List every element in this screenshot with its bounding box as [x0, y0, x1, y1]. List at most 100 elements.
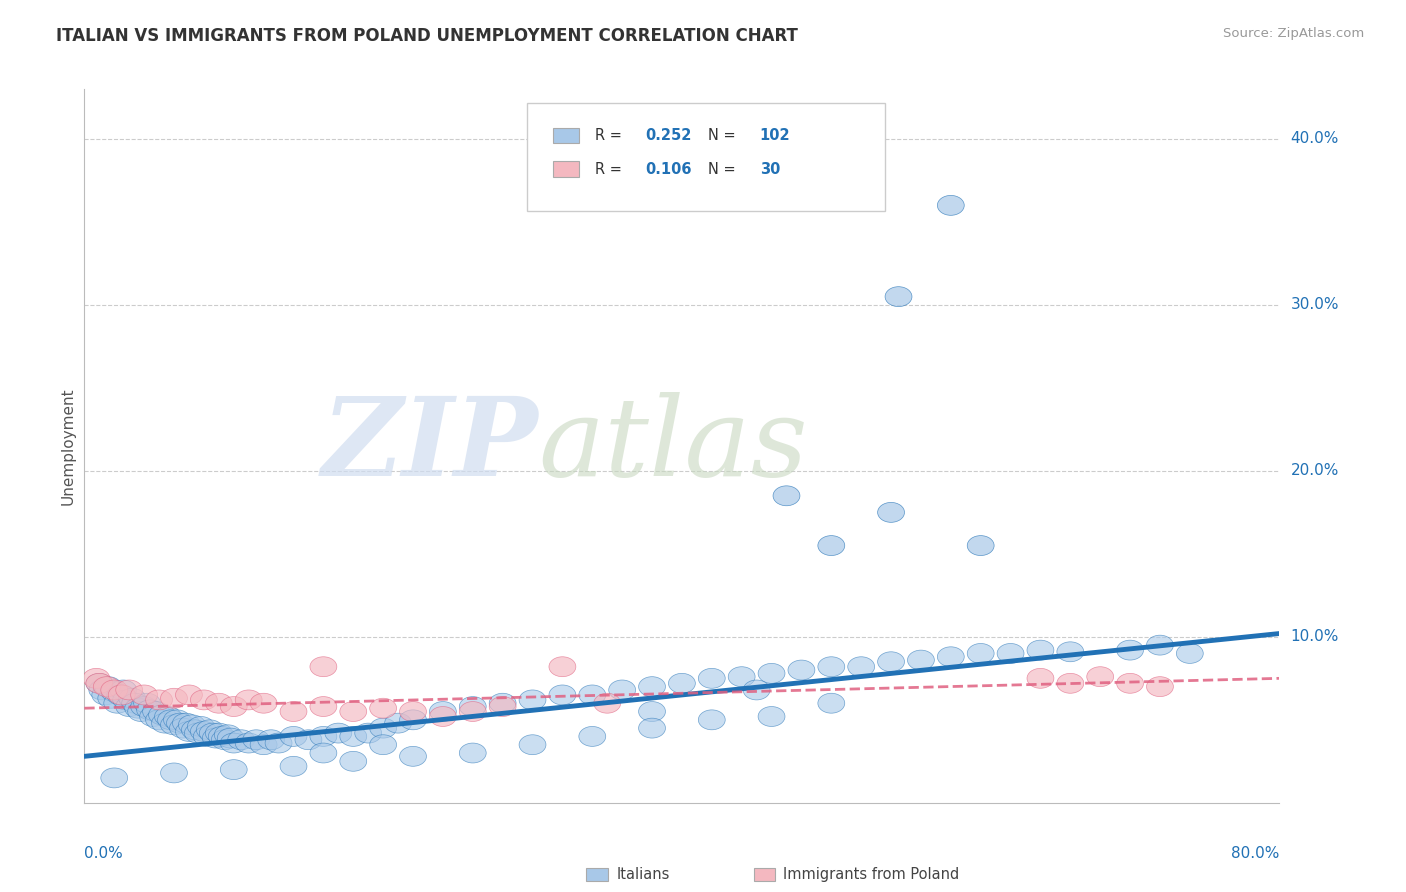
- Ellipse shape: [160, 689, 187, 708]
- Text: 30: 30: [759, 161, 780, 177]
- Ellipse shape: [773, 486, 800, 506]
- Ellipse shape: [205, 693, 232, 714]
- Ellipse shape: [194, 726, 221, 747]
- Ellipse shape: [967, 535, 994, 556]
- Ellipse shape: [399, 702, 426, 722]
- Ellipse shape: [1177, 643, 1204, 664]
- Ellipse shape: [110, 680, 136, 700]
- Ellipse shape: [160, 714, 187, 735]
- Ellipse shape: [787, 660, 815, 680]
- Ellipse shape: [235, 690, 262, 710]
- Ellipse shape: [86, 673, 112, 693]
- Text: N =: N =: [709, 128, 741, 143]
- Ellipse shape: [205, 723, 232, 743]
- Ellipse shape: [668, 673, 696, 693]
- Ellipse shape: [309, 726, 337, 747]
- Ellipse shape: [280, 756, 307, 776]
- Ellipse shape: [200, 723, 226, 743]
- Ellipse shape: [1116, 640, 1143, 660]
- Ellipse shape: [967, 643, 994, 664]
- Ellipse shape: [1057, 673, 1084, 693]
- Ellipse shape: [211, 730, 238, 749]
- Ellipse shape: [907, 650, 935, 670]
- Ellipse shape: [197, 720, 224, 739]
- Ellipse shape: [460, 697, 486, 716]
- FancyBboxPatch shape: [553, 161, 579, 177]
- Ellipse shape: [354, 723, 381, 743]
- Ellipse shape: [187, 716, 214, 737]
- Ellipse shape: [340, 751, 367, 772]
- Ellipse shape: [489, 697, 516, 716]
- Ellipse shape: [818, 535, 845, 556]
- Ellipse shape: [460, 702, 486, 722]
- Text: ITALIAN VS IMMIGRANTS FROM POLAND UNEMPLOYMENT CORRELATION CHART: ITALIAN VS IMMIGRANTS FROM POLAND UNEMPL…: [56, 27, 799, 45]
- Ellipse shape: [429, 702, 457, 722]
- Ellipse shape: [107, 685, 134, 705]
- Ellipse shape: [160, 763, 187, 783]
- Ellipse shape: [228, 730, 254, 749]
- Ellipse shape: [1146, 677, 1174, 697]
- Ellipse shape: [370, 735, 396, 755]
- Ellipse shape: [190, 690, 218, 710]
- Ellipse shape: [848, 657, 875, 677]
- Ellipse shape: [818, 693, 845, 714]
- Ellipse shape: [699, 710, 725, 730]
- Ellipse shape: [122, 693, 149, 714]
- Ellipse shape: [699, 668, 725, 689]
- Text: 0.106: 0.106: [645, 161, 692, 177]
- Ellipse shape: [170, 718, 197, 738]
- Ellipse shape: [125, 698, 152, 718]
- Ellipse shape: [638, 718, 665, 738]
- Text: N =: N =: [709, 161, 741, 177]
- Text: Italians: Italians: [616, 867, 669, 881]
- Text: Source: ZipAtlas.com: Source: ZipAtlas.com: [1223, 27, 1364, 40]
- Text: 80.0%: 80.0%: [1232, 846, 1279, 861]
- Ellipse shape: [609, 680, 636, 700]
- Ellipse shape: [134, 693, 160, 714]
- Ellipse shape: [149, 705, 176, 725]
- Ellipse shape: [385, 714, 412, 733]
- Ellipse shape: [190, 722, 218, 741]
- Ellipse shape: [548, 685, 576, 705]
- Ellipse shape: [758, 664, 785, 683]
- Ellipse shape: [309, 657, 337, 677]
- Ellipse shape: [184, 723, 211, 743]
- Ellipse shape: [163, 710, 190, 730]
- Ellipse shape: [1116, 673, 1143, 693]
- Ellipse shape: [176, 722, 202, 741]
- FancyBboxPatch shape: [553, 128, 579, 144]
- Ellipse shape: [1146, 635, 1174, 655]
- Text: 10.0%: 10.0%: [1291, 630, 1339, 644]
- Ellipse shape: [208, 726, 235, 747]
- Ellipse shape: [370, 718, 396, 738]
- Text: atlas: atlas: [538, 392, 808, 500]
- Ellipse shape: [257, 730, 284, 749]
- Ellipse shape: [218, 728, 245, 748]
- Ellipse shape: [173, 714, 200, 733]
- Text: Immigrants from Poland: Immigrants from Poland: [783, 867, 960, 881]
- Ellipse shape: [325, 723, 352, 743]
- Ellipse shape: [250, 735, 277, 755]
- Ellipse shape: [146, 710, 173, 730]
- Ellipse shape: [744, 680, 770, 700]
- Ellipse shape: [638, 702, 665, 722]
- Ellipse shape: [997, 643, 1024, 664]
- Text: R =: R =: [595, 161, 626, 177]
- Ellipse shape: [91, 685, 118, 705]
- Ellipse shape: [146, 690, 173, 710]
- Ellipse shape: [104, 693, 131, 714]
- Ellipse shape: [221, 733, 247, 753]
- Ellipse shape: [108, 685, 135, 705]
- Ellipse shape: [94, 677, 122, 697]
- Ellipse shape: [1087, 666, 1114, 687]
- Ellipse shape: [548, 657, 576, 677]
- Ellipse shape: [101, 768, 128, 788]
- Ellipse shape: [460, 743, 486, 763]
- Ellipse shape: [166, 714, 194, 733]
- FancyBboxPatch shape: [526, 103, 886, 211]
- Ellipse shape: [429, 706, 457, 726]
- Ellipse shape: [266, 733, 292, 753]
- Ellipse shape: [89, 680, 115, 700]
- Text: 0.252: 0.252: [645, 128, 692, 143]
- Ellipse shape: [938, 647, 965, 666]
